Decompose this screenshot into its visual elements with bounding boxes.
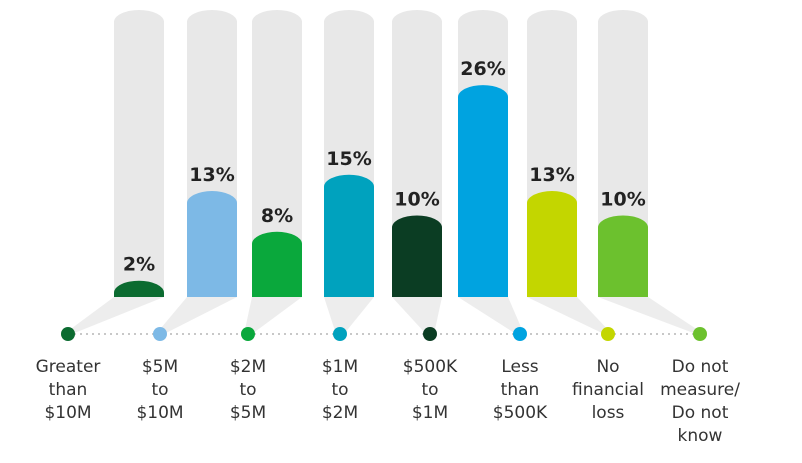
bar-background xyxy=(114,10,164,297)
category-label: $1M to $2M xyxy=(321,357,359,423)
category-dot xyxy=(513,327,527,341)
bar xyxy=(598,215,648,297)
value-label: 26% xyxy=(460,58,505,80)
category-label: $5M to $10M xyxy=(136,357,184,423)
category-label: Less than $500K xyxy=(492,357,548,423)
category-dot xyxy=(423,327,437,341)
bar xyxy=(324,174,374,297)
category-dot xyxy=(333,327,347,341)
bar xyxy=(392,215,442,297)
funnel xyxy=(598,297,704,334)
bar xyxy=(187,191,237,297)
category-dot xyxy=(601,327,615,341)
bar-background xyxy=(252,10,302,297)
category-dot xyxy=(153,327,167,341)
value-label: 13% xyxy=(189,164,234,186)
funnel xyxy=(324,297,374,334)
funnel xyxy=(64,297,164,334)
funnel xyxy=(527,297,612,334)
value-label: 13% xyxy=(529,164,574,186)
value-label: 2% xyxy=(123,254,155,276)
value-label: 10% xyxy=(394,189,439,211)
value-label: 15% xyxy=(326,148,371,170)
category-label: No financial loss xyxy=(572,357,644,423)
category-label: Do not measure/ Do not know xyxy=(660,357,740,446)
value-label: 10% xyxy=(600,189,645,211)
category-label: $2M to $5M xyxy=(229,357,267,423)
funnel xyxy=(392,297,442,334)
bar xyxy=(114,280,164,297)
category-dot xyxy=(693,327,707,341)
category-label: $500K to $1M xyxy=(402,357,458,423)
category-label: Greater than $10M xyxy=(35,357,101,423)
bar xyxy=(458,85,508,297)
funnel xyxy=(156,297,237,334)
value-label: 8% xyxy=(261,205,293,227)
category-dot xyxy=(241,327,255,341)
funnel xyxy=(244,297,302,334)
funnel xyxy=(458,297,524,334)
bar xyxy=(252,231,302,297)
bar xyxy=(527,191,577,297)
category-dot xyxy=(61,327,75,341)
